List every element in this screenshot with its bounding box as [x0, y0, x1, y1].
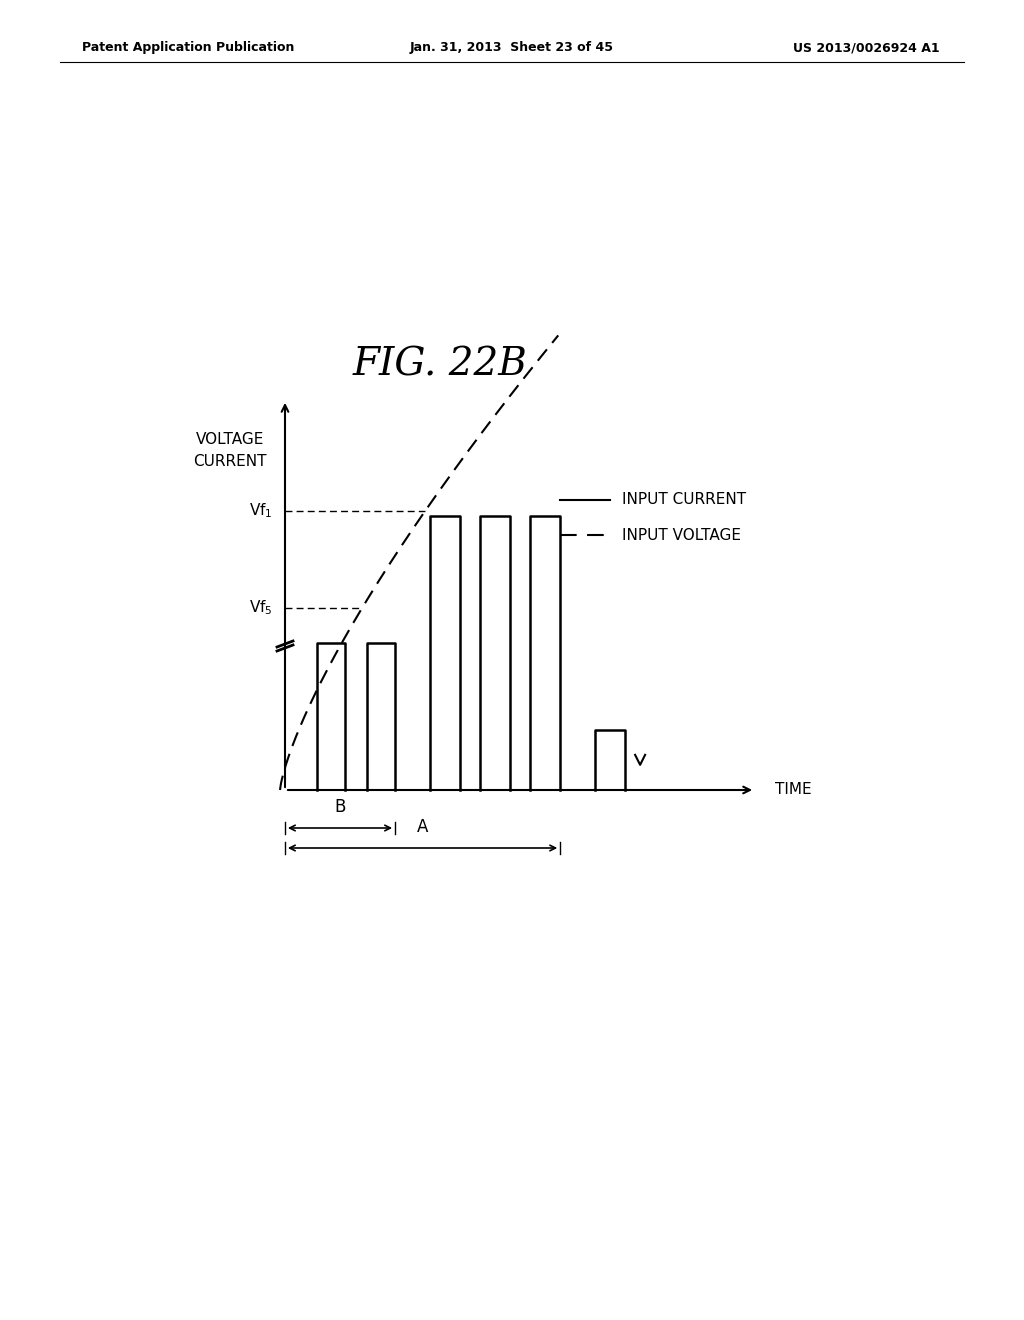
Text: FIG. 22B: FIG. 22B: [352, 346, 527, 384]
Text: Vf$_5$: Vf$_5$: [249, 599, 273, 618]
Text: VOLTAGE: VOLTAGE: [196, 433, 264, 447]
Text: Jan. 31, 2013  Sheet 23 of 45: Jan. 31, 2013 Sheet 23 of 45: [410, 41, 614, 54]
Text: US 2013/0026924 A1: US 2013/0026924 A1: [794, 41, 940, 54]
Text: CURRENT: CURRENT: [194, 454, 266, 470]
Text: Vf$_1$: Vf$_1$: [249, 502, 273, 520]
Text: Patent Application Publication: Patent Application Publication: [82, 41, 294, 54]
Text: TIME: TIME: [775, 783, 812, 797]
Text: B: B: [334, 799, 346, 816]
Text: INPUT VOLTAGE: INPUT VOLTAGE: [622, 528, 741, 543]
Text: A: A: [417, 818, 428, 836]
Text: INPUT CURRENT: INPUT CURRENT: [622, 492, 746, 507]
